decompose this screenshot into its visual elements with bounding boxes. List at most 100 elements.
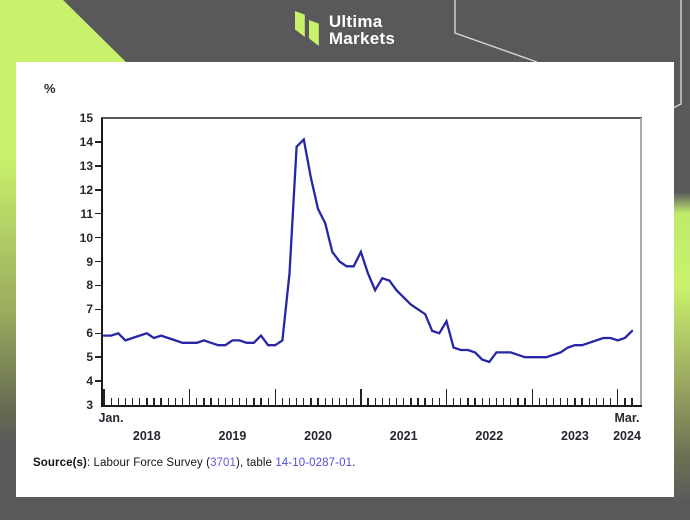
- y-axis-tick: [95, 332, 101, 334]
- y-axis-tick-label: 5: [86, 350, 93, 365]
- x-axis-month-tick: [217, 398, 219, 405]
- x-axis-month-tick: [131, 398, 134, 405]
- x-axis-month-tick: [281, 398, 284, 405]
- x-axis-year-label: 2018: [132, 429, 161, 443]
- x-axis-year-tick: [617, 389, 619, 405]
- y-axis-tick-label: 8: [86, 278, 93, 293]
- x-axis-last-month-label: Mar.: [614, 411, 640, 425]
- y-axis-tick: [95, 141, 101, 143]
- source-text-1: : Labour Force Survey (: [86, 457, 211, 469]
- x-axis-month-tick: [388, 398, 391, 405]
- x-axis-month-tick: [488, 398, 490, 405]
- brand-name-line1: Ultima: [328, 11, 383, 31]
- x-axis-month-tick: [538, 398, 540, 405]
- x-axis-month-tick: [167, 398, 169, 405]
- plot-right-border: [640, 118, 642, 407]
- x-axis-line: [101, 405, 642, 407]
- x-axis-month-tick: [146, 398, 148, 405]
- x-axis-month-tick: [160, 398, 162, 405]
- x-axis-month-tick: [310, 398, 312, 405]
- x-axis-month-tick: [381, 398, 383, 405]
- x-axis-month-tick: [481, 398, 483, 405]
- y-axis-tick: [95, 212, 101, 215]
- x-axis-year-tick: [274, 389, 276, 405]
- x-axis-year-tick: [103, 389, 105, 405]
- x-axis-month-tick: [595, 398, 597, 405]
- x-axis-month-tick: [567, 398, 569, 405]
- x-axis-month-tick: [431, 398, 433, 405]
- y-axis-unit-label: %: [44, 81, 56, 96]
- x-axis-year-label: 2024: [613, 429, 641, 443]
- x-axis-month-tick: [253, 398, 255, 405]
- x-axis-month-tick: [353, 398, 355, 405]
- x-axis-month-tick: [231, 398, 234, 405]
- y-axis-tick-label: 12: [79, 182, 93, 197]
- source-note: Source(s): Labour Force Survey (3701), t…: [33, 457, 355, 469]
- brand-logo-icon: [294, 11, 320, 48]
- x-axis-month-tick: [153, 398, 155, 405]
- y-axis-tick-label: 9: [86, 254, 93, 269]
- logo-right-bar: [308, 20, 319, 46]
- x-axis-month-tick: [331, 398, 334, 405]
- x-axis-year-label: 2023: [561, 429, 589, 443]
- y-axis-tick-label: 7: [86, 302, 93, 317]
- brand-name: Ultima Markets: [329, 13, 395, 47]
- data-line: [102, 137, 634, 364]
- x-axis-year-tick: [360, 389, 362, 405]
- y-axis-tick-label: 15: [79, 111, 93, 125]
- x-axis-month-tick: [545, 398, 548, 405]
- x-axis-year-label: 2022: [475, 429, 504, 443]
- x-axis-month-tick: [124, 398, 127, 405]
- x-axis-month-tick: [110, 398, 112, 405]
- x-axis-month-tick: [624, 398, 626, 405]
- source-label: Source(s): [33, 457, 87, 469]
- right-lime-gradient-strip: [674, 0, 690, 520]
- x-axis-year-label: 2021: [389, 429, 418, 443]
- x-axis-month-tick: [460, 398, 462, 405]
- y-axis-tick: [95, 236, 101, 239]
- x-axis-month-tick: [631, 398, 633, 405]
- y-axis-tick: [95, 380, 101, 382]
- x-axis-month-tick: [338, 398, 341, 405]
- x-axis-month-tick: [117, 398, 119, 405]
- x-axis-month-tick: [303, 398, 305, 405]
- source-text-2: ), table: [236, 457, 276, 469]
- x-axis-month-tick: [345, 398, 348, 405]
- y-axis-tick: [95, 189, 101, 191]
- y-axis-tick: [95, 284, 101, 287]
- x-axis-month-tick: [410, 398, 412, 405]
- x-axis-month-tick: [510, 398, 512, 405]
- x-axis-month-tick: [196, 398, 198, 405]
- x-axis-month-tick: [403, 398, 405, 405]
- x-axis-month-tick: [424, 398, 426, 405]
- x-axis-month-tick: [453, 398, 455, 405]
- unemployment-rate-line-chart: [102, 137, 634, 364]
- x-axis-month-tick: [524, 398, 526, 405]
- y-axis-tick-label: 6: [86, 326, 93, 341]
- y-axis-tick-label: 10: [79, 230, 93, 245]
- x-axis-month-tick: [296, 398, 298, 405]
- logo-left-bar: [294, 11, 305, 37]
- x-axis-month-tick: [267, 398, 269, 405]
- x-axis-month-tick: [367, 398, 369, 405]
- x-axis-month-tick: [438, 398, 441, 405]
- x-axis-month-tick: [324, 398, 326, 405]
- survey-number-link[interactable]: 3701: [210, 457, 237, 469]
- brand-logo: Ultima Markets: [0, 11, 690, 48]
- left-lime-gradient-strip: [0, 0, 16, 520]
- x-axis-month-tick: [317, 398, 319, 405]
- x-axis-month-tick: [246, 398, 248, 405]
- y-axis-tick: [95, 308, 101, 311]
- chart-card: % 3 4 5 6 7 8 9 10 11 12 13 14 15 2018 2019 2020 2021 202…: [16, 62, 674, 497]
- x-axis-month-tick: [467, 398, 469, 405]
- x-axis-month-tick: [495, 398, 498, 405]
- table-number-link[interactable]: 14-10-0287-01: [275, 457, 353, 469]
- y-axis-tick-label: 11: [80, 206, 93, 221]
- x-axis-month-tick: [574, 398, 576, 405]
- x-axis-month-tick: [552, 398, 555, 405]
- x-axis-month-tick: [588, 398, 590, 405]
- y-axis-tick: [95, 356, 101, 358]
- x-axis-month-tick: [174, 398, 177, 405]
- y-axis-tick-label: 14: [79, 134, 93, 149]
- brand-name-line2: Markets: [328, 28, 396, 48]
